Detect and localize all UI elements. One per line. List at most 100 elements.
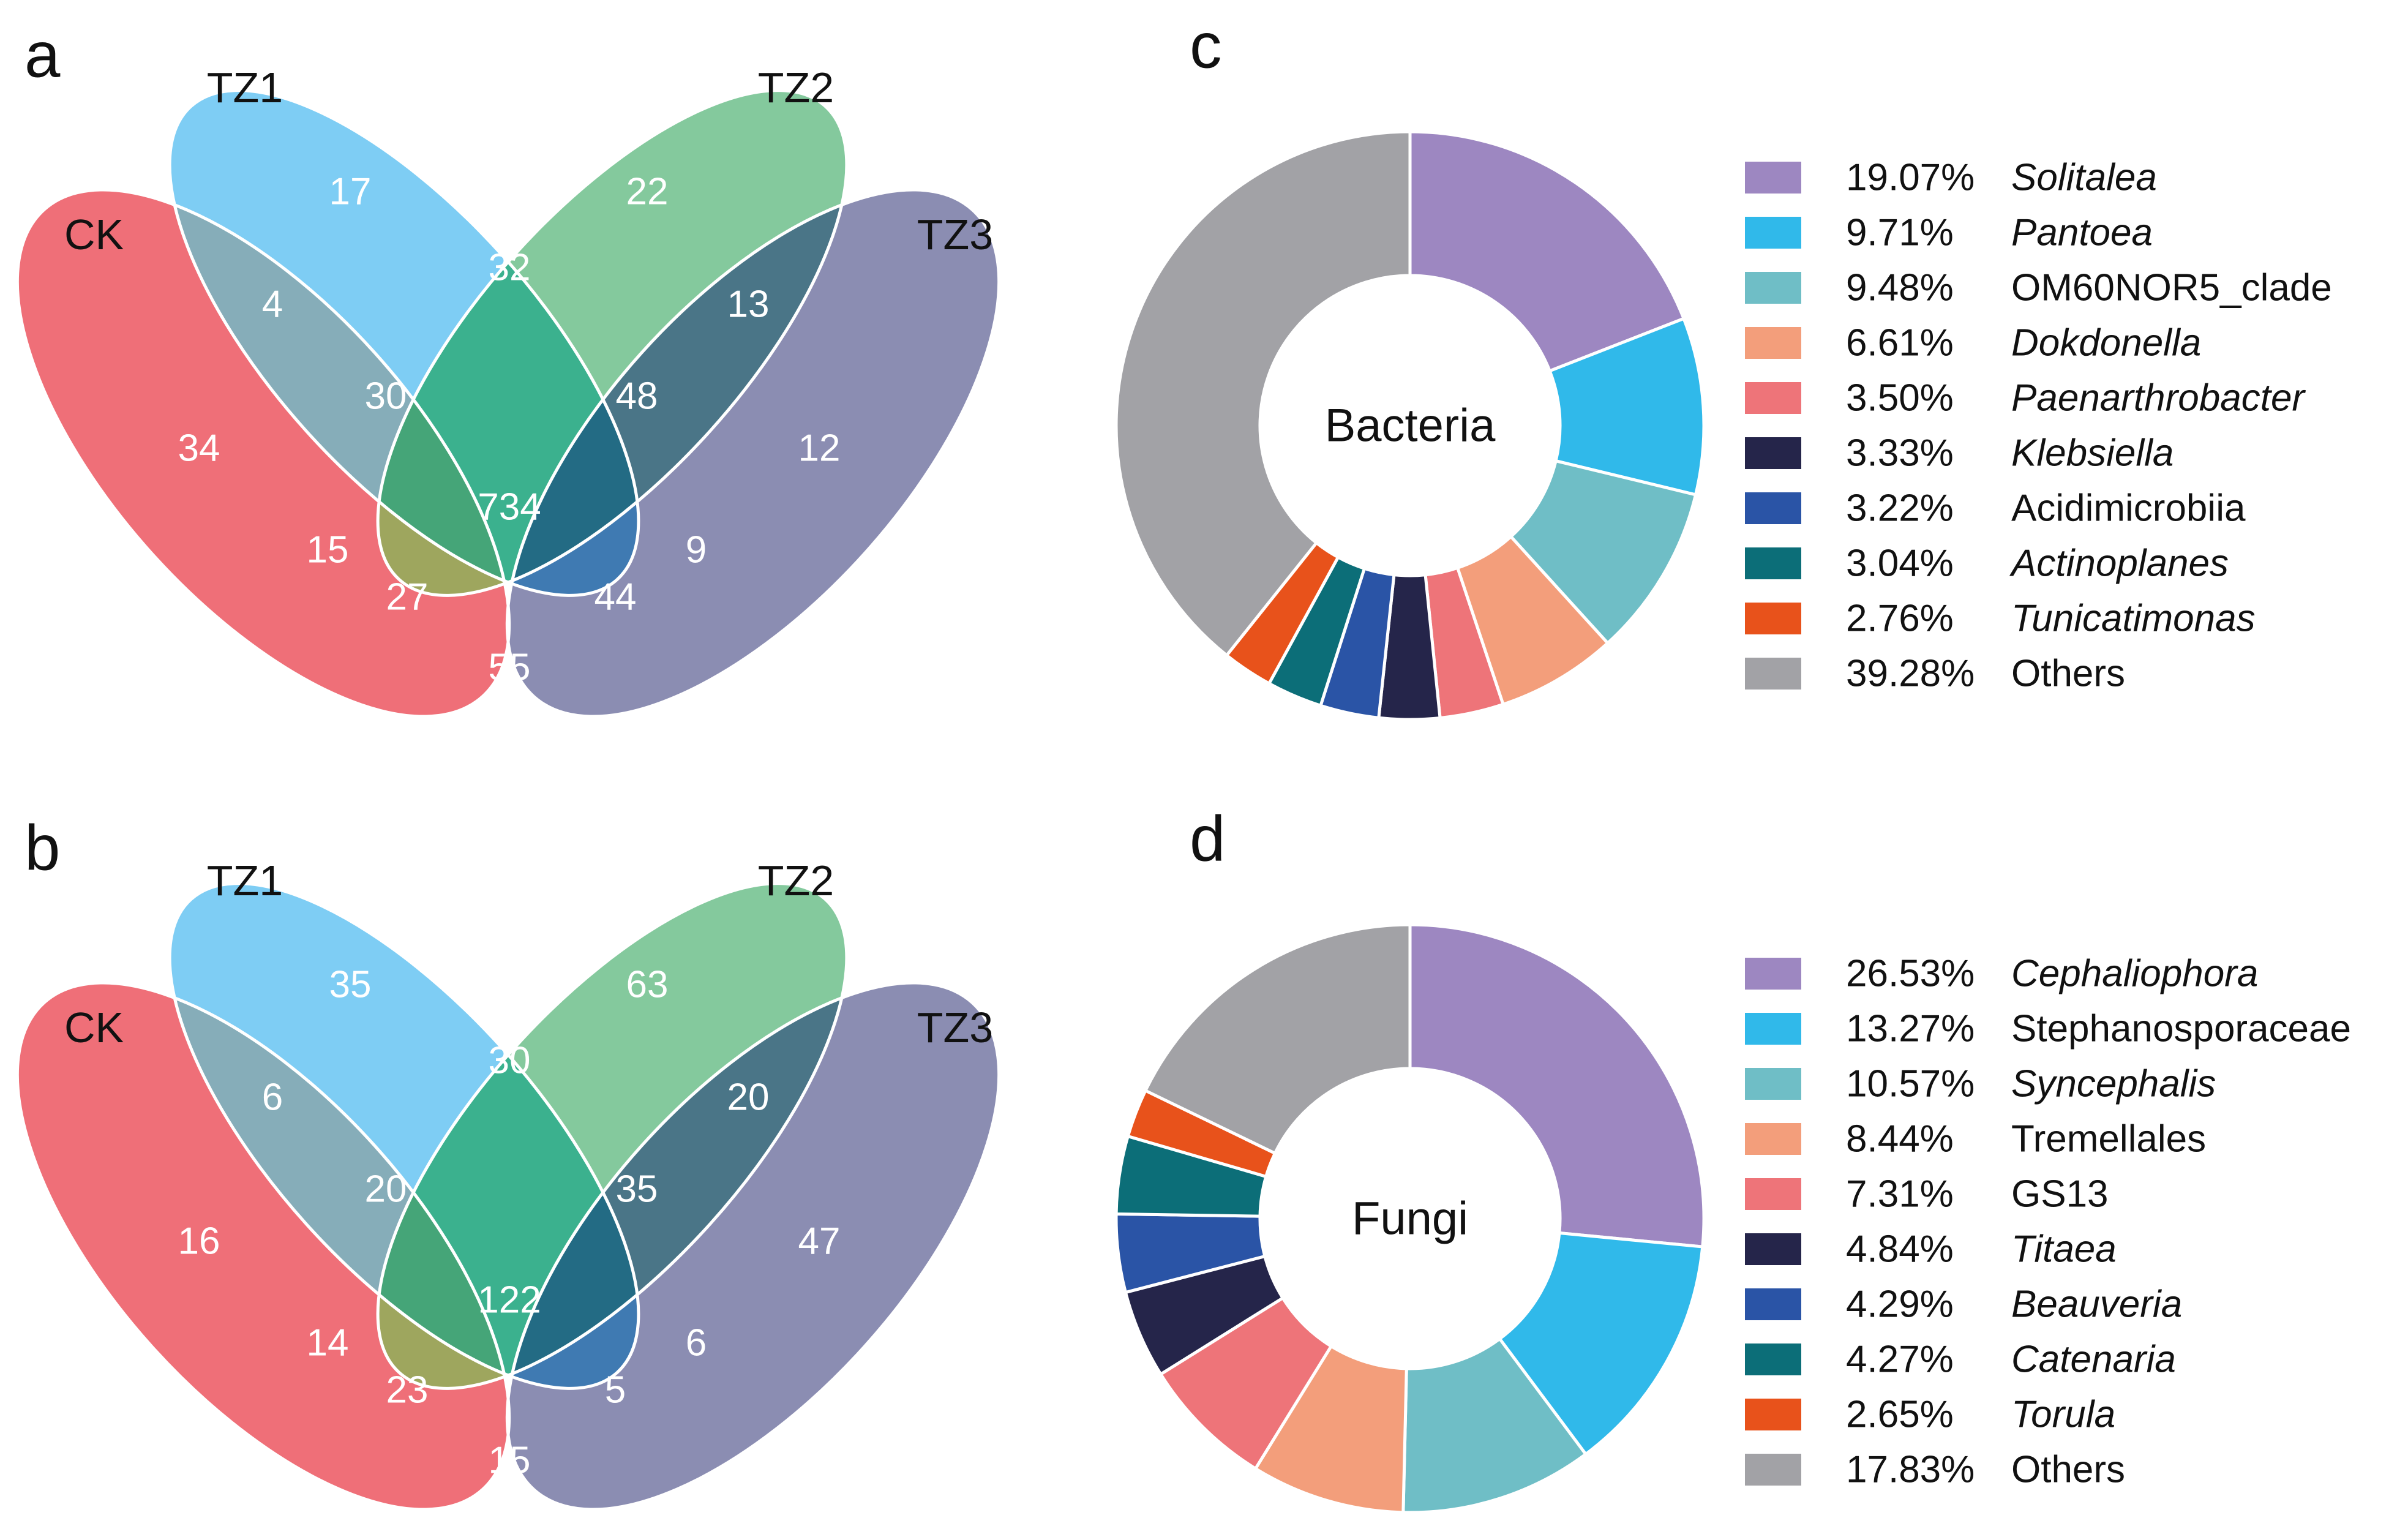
legend-item: 10.57% Syncephalis xyxy=(1745,1063,2216,1105)
legend-item: 26.53% Cephaliophora xyxy=(1745,953,2258,995)
set-label-tz3: TZ3 xyxy=(917,211,993,258)
legend-percent: 8.44% xyxy=(1846,1118,1954,1160)
legend-item: 3.33% Klebsiella xyxy=(1745,432,2174,475)
legend-swatch xyxy=(1745,1013,1801,1045)
legend-swatch xyxy=(1745,958,1801,990)
venn-count-tz2-tz3: 20 xyxy=(727,1077,770,1119)
legend-swatch xyxy=(1745,1233,1801,1265)
venn-count-tz1-tz3: 6 xyxy=(686,1322,707,1364)
legend-item: 3.22% Acidimicrobiia xyxy=(1745,487,2246,530)
donut-slice-cephaliophora xyxy=(1408,923,1706,1249)
legend-name: Stephanosporaceae xyxy=(2011,1008,2351,1050)
legend-swatch xyxy=(1745,382,1801,414)
donut-center-label-fungi: Fungi xyxy=(1352,1193,1468,1245)
venn-count-ck-tz3: 55 xyxy=(489,647,531,689)
venn-outline-tz2 xyxy=(376,882,849,1390)
legend-percent: 4.27% xyxy=(1846,1339,1954,1381)
legend-percent: 3.50% xyxy=(1846,377,1954,419)
donut-slice-syncephalis xyxy=(1401,1336,1588,1514)
legend-name: OM60NOR5_clade xyxy=(2011,267,2332,309)
legend-item: 9.48% OM60NOR5_clade xyxy=(1745,267,2332,309)
legend-name: Cephaliophora xyxy=(2011,953,2258,995)
legend-name: Catenaria xyxy=(2011,1339,2176,1381)
legend-item: 2.76% Tunicatimonas xyxy=(1745,598,2256,640)
legend-swatch xyxy=(1745,492,1801,524)
legend-swatch xyxy=(1745,658,1801,690)
venn-count-tz1-tz2: 32 xyxy=(489,247,531,289)
legend-name: Others xyxy=(2011,653,2125,695)
panel-label-a: a xyxy=(24,20,61,91)
venn-count-tz1-tz2-tz3: 48 xyxy=(616,375,658,418)
legend-name: Tremellales xyxy=(2011,1118,2206,1160)
legend-swatch xyxy=(1745,162,1801,194)
venn-count-ck-tz2-tz3: 44 xyxy=(594,576,637,618)
legend-name: Tunicatimonas xyxy=(2011,598,2256,640)
venn-count-tz1: 17 xyxy=(329,171,372,213)
donut-slice-others xyxy=(1114,130,1412,658)
donut-chart-bacteria: Bacteria 19.07% Solitalea 9.71% Pantoea 9.48%… xyxy=(1114,10,2332,721)
legend-name: Acidimicrobiia xyxy=(2011,487,2246,530)
legend-name: Others xyxy=(2011,1449,2125,1491)
venn-count-ck-tz1: 4 xyxy=(262,284,283,326)
venn-count-all: 122 xyxy=(478,1279,541,1321)
venn-outline-tz3 xyxy=(505,981,1001,1511)
legend-swatch xyxy=(1745,437,1801,469)
legend-item: 6.61% Dokdonella xyxy=(1745,322,2201,364)
venn-count-ck-tz1-tz2: 30 xyxy=(365,375,407,418)
set-label-tz3: TZ3 xyxy=(917,1004,993,1051)
set-label-tz2: TZ2 xyxy=(758,857,834,904)
legend-swatch xyxy=(1745,1454,1801,1486)
venn-set-ck xyxy=(17,982,509,1510)
legend-percent: 13.27% xyxy=(1846,1008,1975,1050)
legend-item: 2.65% Torula xyxy=(1745,1394,2115,1436)
legend-percent: 4.29% xyxy=(1846,1283,1954,1326)
venn-count-tz1: 35 xyxy=(329,964,372,1006)
legend-percent: 10.57% xyxy=(1846,1063,1975,1105)
venn-diagram-b: CK TZ1 TZ2 TZ3 16 35 63 47 6 30 20 15 20 35 122 14 6 23 5 b xyxy=(15,813,1001,1511)
legend-item: 3.50% Paenarthrobacter xyxy=(1745,377,2306,419)
donut-center-label-bacteria: Bacteria xyxy=(1325,400,1496,452)
venn-set-tz3 xyxy=(507,189,999,717)
legend-swatch xyxy=(1745,1288,1801,1320)
venn-outline-tz3 xyxy=(505,188,1001,718)
venn-count-all: 734 xyxy=(478,486,541,528)
legend-swatch xyxy=(1745,1178,1801,1210)
venn-count-ck-tz3: 15 xyxy=(489,1440,531,1482)
legend-item: 4.84% Titaea xyxy=(1745,1228,2117,1271)
venn-count-ck-tz1-tz3: 27 xyxy=(386,576,429,618)
venn-outline-tz2 xyxy=(376,89,849,597)
legend-name: Pantoea xyxy=(2011,212,2153,254)
donut-slice-pantoea xyxy=(1547,317,1706,497)
donut-slice-stephanosporaceae xyxy=(1497,1231,1705,1457)
legend-item: 19.07% Solitalea xyxy=(1745,157,2157,199)
legend-swatch xyxy=(1745,1068,1801,1100)
legend-item: 3.04% Actinoplanes xyxy=(1745,543,2229,585)
legend-percent: 17.83% xyxy=(1846,1449,1975,1491)
legend-percent: 6.61% xyxy=(1846,322,1954,364)
legend-name: Torula xyxy=(2011,1394,2115,1436)
venn-count-ck-tz1-tz3: 23 xyxy=(386,1369,429,1411)
legend-name: Syncephalis xyxy=(2011,1063,2216,1105)
venn-count-tz2: 63 xyxy=(626,964,669,1006)
venn-outline-tz1 xyxy=(168,882,640,1390)
legend-item: 9.71% Pantoea xyxy=(1745,212,2153,254)
venn-count-tz3: 12 xyxy=(798,427,841,470)
panel-label-d: d xyxy=(1190,803,1225,875)
legend-swatch xyxy=(1745,327,1801,359)
venn-diagram-a: CK TZ1 TZ2 TZ3 34 17 22 12 4 32 13 55 30 48 734 15 9 27 44… xyxy=(15,20,1001,718)
legend-swatch xyxy=(1745,1343,1801,1375)
set-label-ck: CK xyxy=(64,1004,124,1051)
legend-percent: 4.84% xyxy=(1846,1228,1954,1271)
legend-name: GS13 xyxy=(2011,1173,2109,1216)
legend-item: 4.27% Catenaria xyxy=(1745,1339,2176,1381)
venn-set-ck xyxy=(17,189,509,717)
venn-count-tz3: 47 xyxy=(798,1220,841,1263)
legend-name: Dokdonella xyxy=(2011,322,2201,364)
donut-slice-solitalea xyxy=(1408,130,1686,374)
legend-swatch xyxy=(1745,272,1801,304)
legend-swatch xyxy=(1745,217,1801,249)
legend-percent: 9.48% xyxy=(1846,267,1954,309)
venn-count-ck: 16 xyxy=(178,1220,220,1263)
legend-swatch xyxy=(1745,603,1801,634)
